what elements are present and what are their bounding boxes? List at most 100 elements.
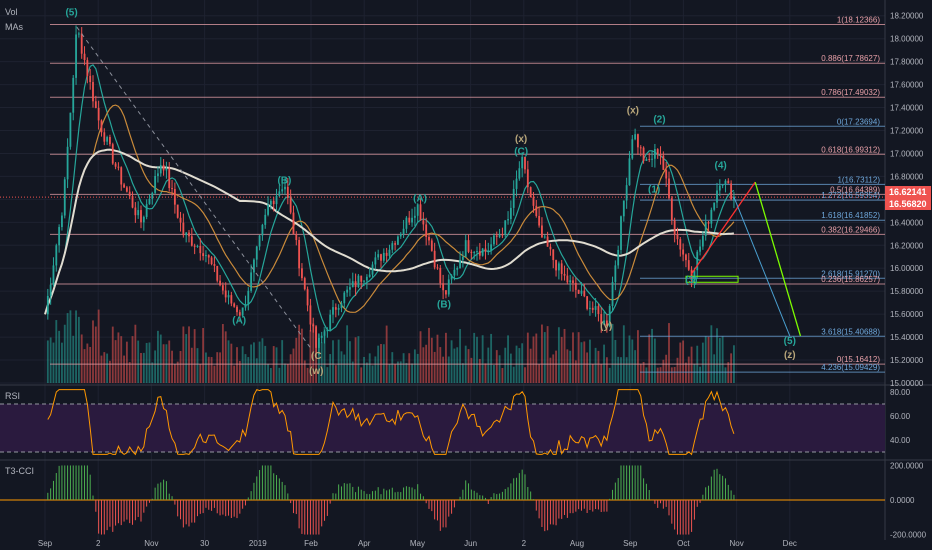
candle-body bbox=[140, 210, 142, 223]
candle-body bbox=[478, 251, 481, 256]
volume-bar bbox=[436, 334, 439, 383]
volume-bar bbox=[46, 340, 49, 383]
candle-body bbox=[346, 289, 349, 293]
candle-body bbox=[436, 267, 439, 269]
volume-bar bbox=[490, 333, 493, 383]
candle-body bbox=[620, 216, 622, 250]
volume-bar bbox=[365, 362, 368, 383]
volume-bar bbox=[303, 360, 306, 383]
candle-body bbox=[292, 212, 295, 235]
candle-body bbox=[100, 120, 103, 133]
volume-bar bbox=[428, 327, 430, 383]
candle-body bbox=[323, 331, 326, 336]
volume-bar bbox=[701, 342, 704, 383]
volume-bar bbox=[693, 363, 696, 383]
candle-body bbox=[207, 255, 210, 258]
candle-body bbox=[380, 254, 382, 261]
volume-bar bbox=[346, 325, 349, 383]
volume-bar bbox=[92, 320, 94, 383]
volume-bar bbox=[450, 340, 453, 383]
volume-bar bbox=[716, 328, 718, 383]
candle-body bbox=[320, 335, 323, 338]
volume-bar bbox=[408, 353, 411, 383]
candle-body bbox=[134, 207, 137, 216]
volume-bar bbox=[360, 367, 363, 383]
candle-body bbox=[461, 256, 464, 260]
volume-bar bbox=[151, 362, 154, 383]
candle-body bbox=[233, 303, 236, 307]
volume-bar bbox=[614, 339, 617, 383]
candle-body bbox=[312, 324, 315, 327]
volume-bar bbox=[145, 342, 148, 383]
candle-body bbox=[351, 281, 354, 288]
candle-body bbox=[269, 200, 272, 205]
volume-bar bbox=[385, 325, 388, 383]
wave-label: (5) bbox=[784, 336, 796, 347]
volume-bar bbox=[380, 344, 382, 383]
volume-bar bbox=[445, 332, 447, 383]
volume-bar bbox=[586, 352, 589, 383]
candle-body bbox=[501, 234, 504, 236]
volume-bar bbox=[357, 336, 360, 383]
volume-bar bbox=[394, 364, 397, 383]
candle-body bbox=[552, 249, 555, 261]
time-axis-tick: Feb bbox=[304, 539, 318, 548]
candle-body bbox=[416, 204, 419, 216]
volume-bar bbox=[478, 358, 481, 383]
candle-body bbox=[433, 250, 436, 268]
candle-body bbox=[580, 290, 583, 294]
candle-body bbox=[77, 33, 80, 35]
volume-bar bbox=[66, 313, 69, 383]
candle-body bbox=[61, 215, 63, 228]
cci-axis-tick: -200.0000 bbox=[890, 531, 927, 540]
candle-body bbox=[549, 246, 552, 250]
volume-bar bbox=[713, 354, 716, 383]
volume-bar bbox=[442, 356, 445, 383]
candle-body bbox=[535, 205, 538, 216]
price-axis-tick: 15.80000 bbox=[890, 287, 924, 296]
volume-bar bbox=[509, 353, 512, 383]
volume-bar bbox=[699, 366, 701, 383]
candle-body bbox=[653, 149, 656, 159]
price-tag-second-box bbox=[885, 198, 931, 210]
volume-bar bbox=[157, 330, 159, 383]
rsi-panel bbox=[0, 388, 885, 456]
candle-body bbox=[710, 209, 713, 224]
candle-body bbox=[504, 220, 507, 235]
candle-body bbox=[123, 184, 125, 188]
volume-bar bbox=[718, 338, 721, 383]
volume-bar bbox=[349, 341, 351, 383]
candle-body bbox=[459, 259, 461, 268]
volume-bar bbox=[244, 354, 247, 383]
candle-body bbox=[676, 234, 679, 240]
price-axis-tick: 17.40000 bbox=[890, 104, 924, 113]
candle-body bbox=[83, 53, 86, 61]
candle-body bbox=[453, 269, 456, 276]
candle-body bbox=[94, 101, 97, 108]
candle-body bbox=[721, 184, 724, 186]
candle-body bbox=[560, 263, 563, 274]
candle-body bbox=[425, 224, 428, 237]
volume-bar bbox=[552, 354, 555, 383]
volume-bar bbox=[368, 353, 371, 383]
candle-body bbox=[159, 165, 162, 174]
candle-body bbox=[577, 289, 580, 294]
candle-body bbox=[368, 274, 371, 277]
candle-body bbox=[382, 252, 385, 261]
volume-bar bbox=[391, 352, 394, 383]
volume-bar bbox=[162, 344, 165, 383]
candle-body bbox=[428, 236, 430, 241]
candle-body bbox=[716, 190, 718, 203]
candle-body bbox=[329, 314, 332, 330]
volume-bar bbox=[106, 353, 109, 383]
candle-body bbox=[397, 236, 399, 245]
target-zone-box bbox=[685, 275, 739, 283]
candle-body bbox=[86, 60, 89, 76]
candle-body bbox=[521, 156, 524, 169]
fib-level-label: 1.618(16.41852) bbox=[821, 211, 880, 220]
volume-bar bbox=[549, 357, 552, 383]
volume-bar bbox=[662, 359, 665, 383]
volume-bar bbox=[351, 361, 354, 383]
volume-bar bbox=[546, 326, 549, 383]
candle-body bbox=[439, 268, 442, 284]
